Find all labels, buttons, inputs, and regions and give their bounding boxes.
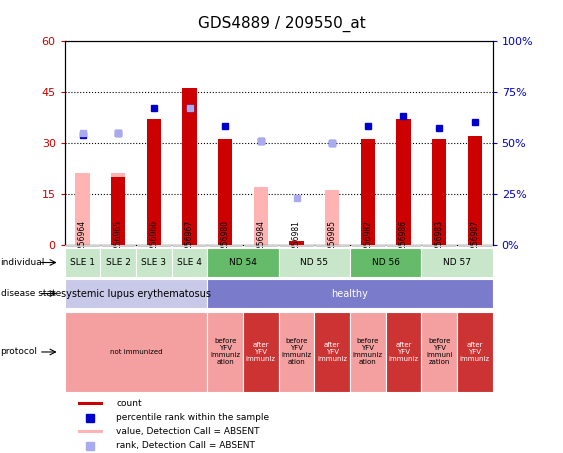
FancyBboxPatch shape [172, 245, 207, 247]
FancyBboxPatch shape [457, 312, 493, 392]
FancyBboxPatch shape [351, 245, 385, 247]
Text: after
YFV
immuniz: after YFV immuniz [388, 342, 418, 362]
Text: GSM1256986: GSM1256986 [399, 220, 408, 271]
Text: healthy: healthy [332, 289, 368, 299]
FancyBboxPatch shape [65, 312, 207, 392]
Text: ND 55: ND 55 [300, 258, 328, 267]
Text: GSM1256982: GSM1256982 [363, 220, 372, 271]
FancyBboxPatch shape [315, 245, 349, 247]
Text: count: count [116, 399, 142, 408]
FancyBboxPatch shape [207, 279, 493, 308]
FancyBboxPatch shape [458, 245, 492, 247]
Bar [289, 241, 303, 245]
Text: not immunized: not immunized [110, 349, 162, 355]
FancyBboxPatch shape [243, 312, 279, 392]
Bar [432, 140, 446, 245]
FancyBboxPatch shape [421, 248, 493, 277]
FancyBboxPatch shape [136, 248, 172, 277]
FancyBboxPatch shape [422, 245, 456, 247]
FancyBboxPatch shape [279, 248, 350, 277]
FancyBboxPatch shape [65, 279, 207, 308]
Bar [254, 187, 268, 245]
FancyBboxPatch shape [101, 245, 135, 247]
Bar [182, 88, 196, 245]
Bar [111, 177, 126, 245]
Text: ND 54: ND 54 [229, 258, 257, 267]
Text: after
YFV
immuniz: after YFV immuniz [317, 342, 347, 362]
Bar [325, 190, 339, 245]
FancyBboxPatch shape [172, 248, 207, 277]
FancyBboxPatch shape [100, 248, 136, 277]
FancyBboxPatch shape [314, 312, 350, 392]
Text: after
YFV
immuniz: after YFV immuniz [246, 342, 276, 362]
Bar [147, 119, 161, 245]
FancyBboxPatch shape [279, 312, 314, 392]
Text: before
YFV
immuniz
ation: before YFV immuniz ation [353, 338, 383, 366]
Bar [468, 136, 482, 245]
FancyBboxPatch shape [65, 248, 100, 277]
Text: GSM1256981: GSM1256981 [292, 220, 301, 271]
Text: systemic lupus erythematosus: systemic lupus erythematosus [61, 289, 211, 299]
Text: after
YFV
immuniz: after YFV immuniz [460, 342, 490, 362]
Text: GSM1256985: GSM1256985 [328, 220, 337, 271]
FancyBboxPatch shape [386, 245, 421, 247]
FancyBboxPatch shape [279, 245, 314, 247]
Text: GDS4889 / 209550_at: GDS4889 / 209550_at [198, 16, 365, 32]
Text: SLE 2: SLE 2 [106, 258, 131, 267]
Text: rank, Detection Call = ABSENT: rank, Detection Call = ABSENT [116, 441, 255, 450]
Text: SLE 4: SLE 4 [177, 258, 202, 267]
Text: percentile rank within the sample: percentile rank within the sample [116, 413, 269, 422]
FancyBboxPatch shape [244, 245, 278, 247]
Text: ND 56: ND 56 [372, 258, 400, 267]
Bar [78, 402, 103, 405]
Text: disease state: disease state [1, 289, 61, 298]
Bar [396, 119, 410, 245]
Bar [111, 173, 126, 245]
Text: GSM1256965: GSM1256965 [114, 220, 123, 271]
FancyBboxPatch shape [350, 248, 421, 277]
Text: SLE 3: SLE 3 [141, 258, 167, 267]
Text: ND 57: ND 57 [443, 258, 471, 267]
Text: GSM1256964: GSM1256964 [78, 220, 87, 271]
Bar [75, 173, 90, 245]
Text: value, Detection Call = ABSENT: value, Detection Call = ABSENT [116, 427, 260, 436]
Bar [361, 140, 375, 245]
Text: GSM1256980: GSM1256980 [221, 220, 230, 271]
Bar [218, 140, 233, 245]
FancyBboxPatch shape [350, 312, 386, 392]
Text: before
YFV
immuniz
ation: before YFV immuniz ation [210, 338, 240, 366]
Text: GSM1256987: GSM1256987 [470, 220, 479, 271]
Text: SLE 1: SLE 1 [70, 258, 95, 267]
Bar [78, 430, 103, 434]
Text: GSM1256966: GSM1256966 [149, 220, 158, 271]
Text: before
YFV
immuni
zation: before YFV immuni zation [426, 338, 453, 366]
Text: individual: individual [1, 258, 45, 267]
Text: GSM1256983: GSM1256983 [435, 220, 444, 271]
FancyBboxPatch shape [207, 312, 243, 392]
Text: before
YFV
immuniz
ation: before YFV immuniz ation [282, 338, 311, 366]
Text: protocol: protocol [1, 347, 38, 357]
FancyBboxPatch shape [208, 245, 242, 247]
Text: GSM1256984: GSM1256984 [256, 220, 265, 271]
Text: GSM1256967: GSM1256967 [185, 220, 194, 271]
FancyBboxPatch shape [386, 312, 421, 392]
FancyBboxPatch shape [421, 312, 457, 392]
FancyBboxPatch shape [207, 248, 279, 277]
FancyBboxPatch shape [137, 245, 171, 247]
FancyBboxPatch shape [65, 245, 100, 247]
Bar [289, 241, 303, 245]
